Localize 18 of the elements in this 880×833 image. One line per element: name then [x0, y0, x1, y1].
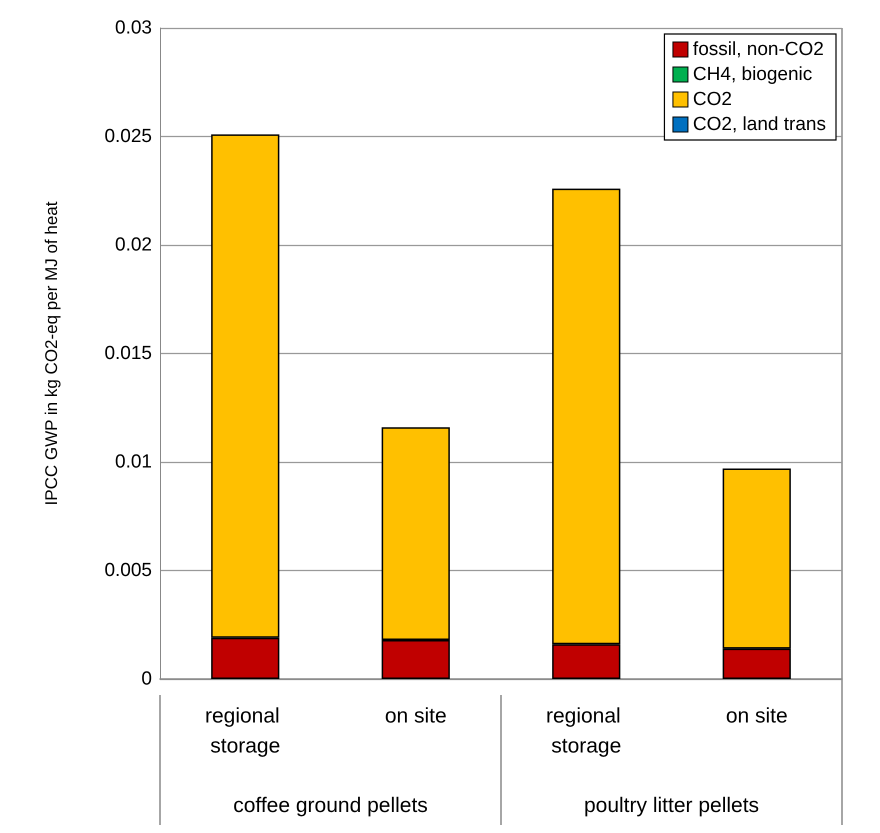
x-tick-label: regional storage: [204, 704, 286, 758]
legend-label: CO2: [692, 89, 732, 110]
legend-label: fossil, non-CO2: [692, 39, 824, 60]
y-tick-label: 0.025: [104, 126, 152, 147]
legend-label: CH4, biogenic: [692, 64, 812, 85]
y-tick-label: 0.03: [115, 18, 152, 38]
legend-label: CO2, land trans: [692, 114, 826, 135]
x-tick-label: regional storage: [546, 704, 627, 758]
y-tick-label: 0: [141, 668, 152, 690]
y-tick-label: 0.01: [115, 452, 152, 472]
y-tick-label: 0.015: [104, 343, 152, 364]
y-tick-label: 0.005: [104, 560, 152, 581]
x-tick-label: on site: [384, 704, 447, 728]
x-tick-label: on site: [726, 704, 788, 728]
y-tick-label: 0.02: [115, 234, 152, 256]
text: coffee ground pellets: [233, 794, 428, 817]
y-axis-title: IPCC GWP in kg CO2-eq per MJ of heat: [42, 201, 61, 506]
text: poultry litter pellets: [584, 794, 760, 817]
